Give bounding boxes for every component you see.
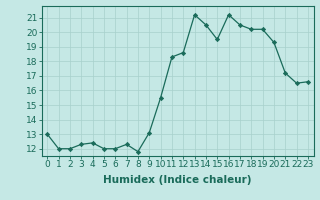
- X-axis label: Humidex (Indice chaleur): Humidex (Indice chaleur): [103, 175, 252, 185]
